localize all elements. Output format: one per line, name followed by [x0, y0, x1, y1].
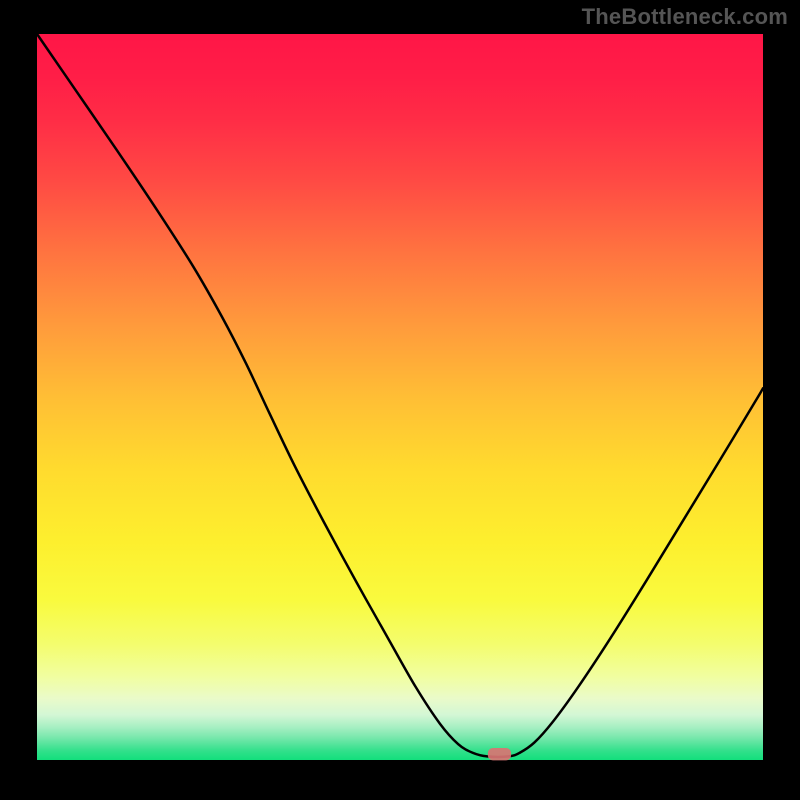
watermark-text: TheBottleneck.com [582, 4, 788, 30]
min-marker [488, 748, 511, 760]
plot-area [37, 34, 763, 760]
chart-frame: TheBottleneck.com [0, 0, 800, 800]
bottleneck-chart [0, 0, 800, 800]
